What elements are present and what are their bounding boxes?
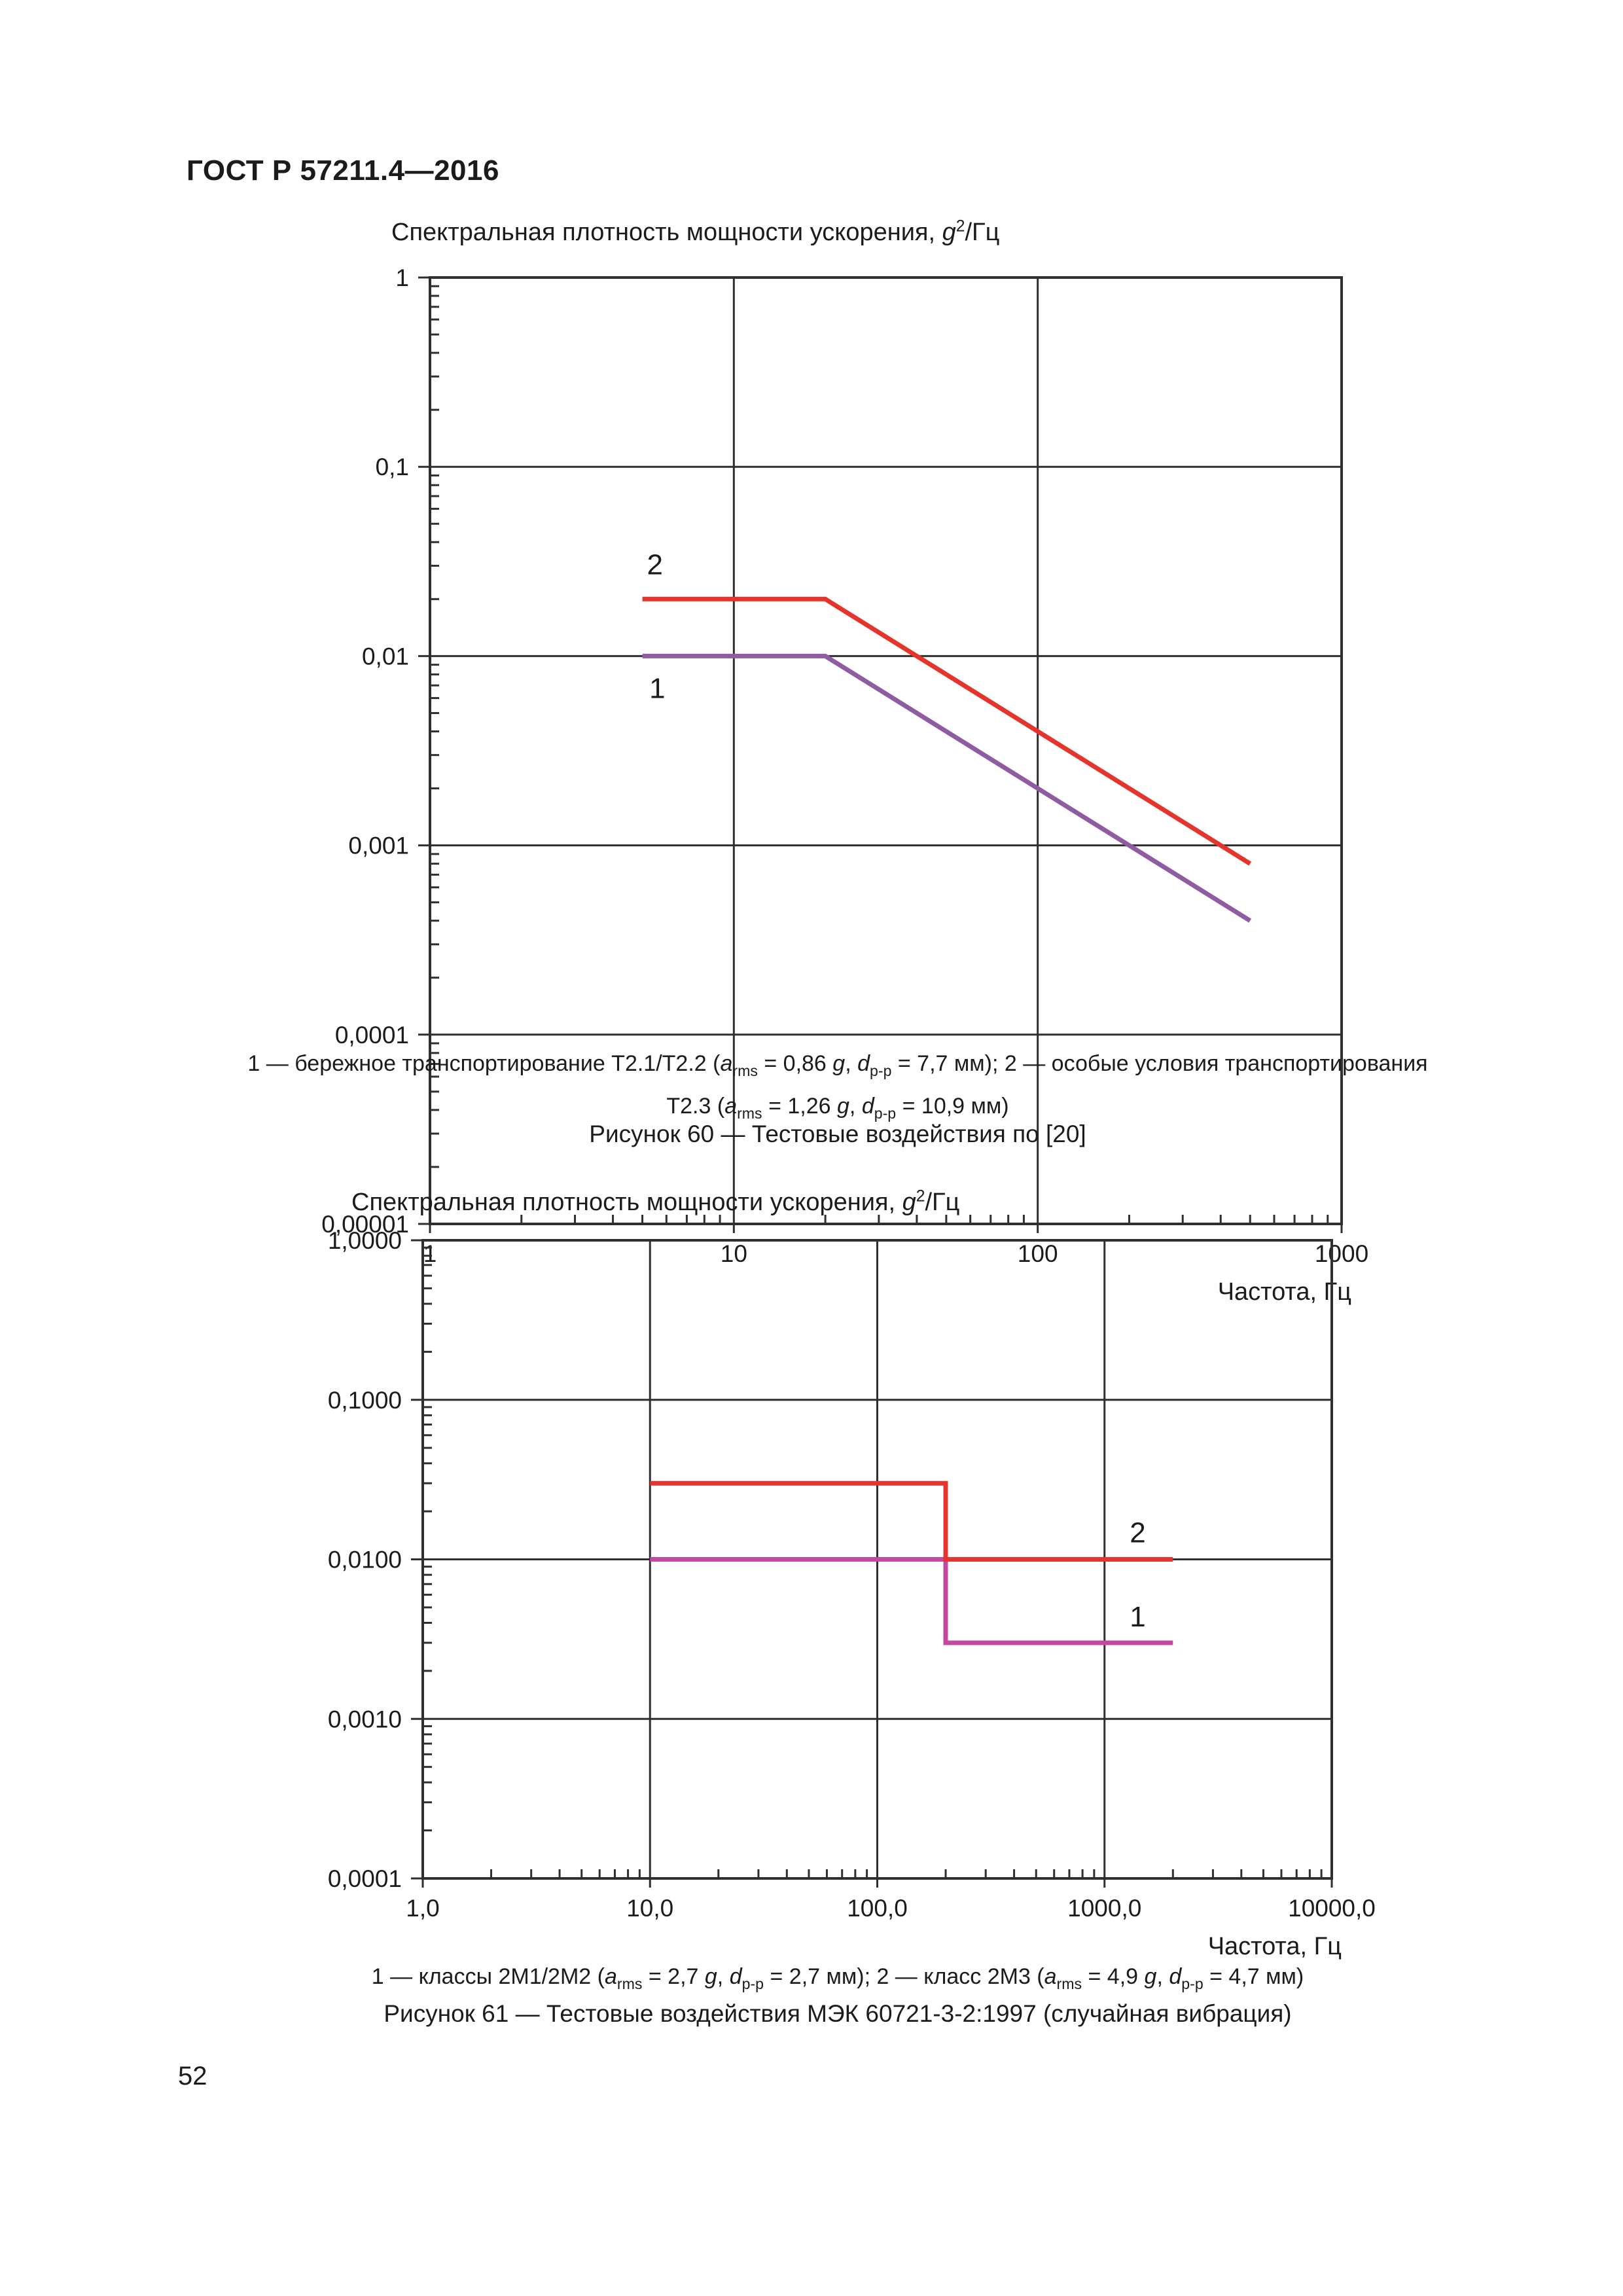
series-1-label: 1 [649,673,665,705]
y-tick-label: 0,0010 [328,1706,402,1732]
series-1-curve [650,1557,1173,1645]
chart1-title: Спектральная плотность мощности ускорени… [391,217,1000,247]
figure60-caption-line1: 1 — бережное транспортирование Т2.1/Т2.2… [247,1051,1428,1079]
x-tick-label: 1000 [1315,1240,1368,1267]
y-tick-label: 1 [395,264,409,291]
y-tick-label: 0,0001 [335,1022,409,1049]
chart2-title-text: Спектральная плотность мощности ускорени… [351,1189,902,1216]
y-tick-label: 0,0001 [328,1865,402,1892]
series-2-curve [650,1480,1173,1562]
figure60-caption-line2: Т2.3 (arms = 1,26 g, dp-p = 10,9 мм) [666,1093,1009,1122]
plot-border [429,276,1343,1225]
chart2-title-unit-suffix: /Гц [925,1189,960,1216]
y-tick-label: 0,1000 [328,1387,402,1414]
plot-border [421,1239,1333,1880]
x-tick-label: 1000,0 [1067,1895,1141,1922]
series-2-curve [642,596,1252,866]
chart2-title: Спектральная плотность мощности ускорени… [351,1187,960,1217]
figure61-caption-line1: 1 — классы 2М1/2М2 (arms = 2,7 g, dp-p =… [371,1964,1304,1992]
series-2-label: 2 [647,549,663,581]
figure60-caption: 1 — бережное транспортирование Т2.1/Т2.2… [131,1046,1544,1131]
chart1-title-unit-symbol: g [942,219,956,246]
x-axis-unit-label: Частота, Гц [1208,1933,1342,1960]
x-tick-label: 10 [721,1240,747,1267]
figure61-label: Рисунок 61 — Тестовые воздействия МЭК 60… [383,2000,1292,2027]
chart2-title-unit-symbol: g [902,1189,916,1216]
chart2-title-unit-sup: 2 [916,1187,925,1206]
chart1-title-unit-suffix: /Гц [965,219,1000,246]
series-1-label: 1 [1130,1601,1145,1633]
x-tick-label: 100,0 [847,1895,908,1922]
document-header: ГОСТ Р 57211.4—2016 [187,154,499,187]
page-number: 52 [178,2062,207,2090]
y-tick-label: 0,00001 [321,1211,409,1238]
x-tick-label: 10,0 [626,1895,673,1922]
x-axis-unit-label: Частота, Гц [1218,1278,1351,1306]
figure61-caption: 1 — классы 2М1/2М2 (arms = 2,7 g, dp-p =… [131,1959,1544,2001]
x-tick-label: 100 [1018,1240,1058,1267]
chart1-title-text: Спектральная плотность мощности ускорени… [391,219,942,246]
y-tick-label: 0,1 [376,454,409,480]
y-tick-label: 0,0100 [328,1547,402,1573]
y-tick-label: 1,0000 [328,1227,402,1254]
chart1-title-unit-sup: 2 [955,217,965,236]
x-tick-label: 10000,0 [1288,1895,1376,1922]
y-tick-label: 0,001 [348,833,409,859]
y-tick-label: 0,01 [362,643,409,670]
figure60-label: Рисунок 60 — Тестовые воздействия по [20… [589,1121,1086,1147]
series-1-curve [642,653,1252,923]
x-tick-label: 1,0 [406,1895,439,1922]
series-2-label: 2 [1130,1516,1145,1549]
